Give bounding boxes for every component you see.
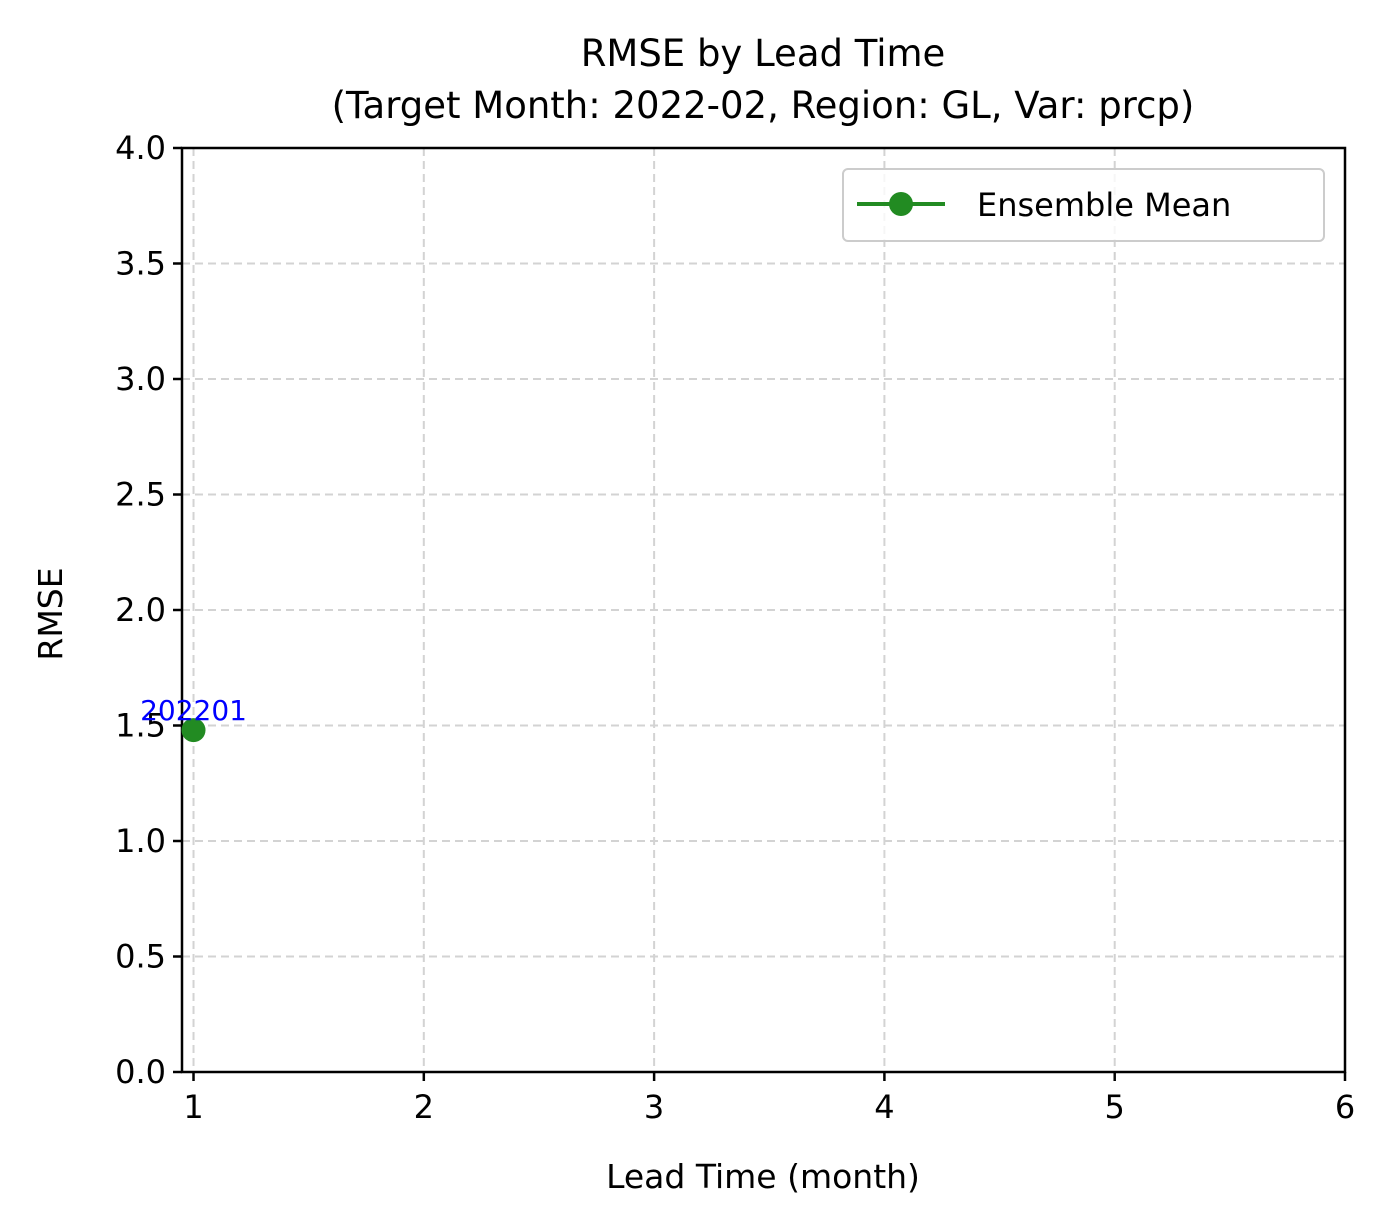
y-tick-label-1.5: 1.5 [115,707,166,745]
legend-label-ensemble-mean: Ensemble Mean [977,186,1231,224]
x-tick-label-5: 5 [1105,1088,1125,1126]
x-tick-label-3: 3 [644,1088,664,1126]
data-label-0-0: 202201 [140,694,247,727]
chart-title: RMSE by Lead Time [581,32,946,75]
x-tick-label-4: 4 [874,1088,894,1126]
x-tick-label-6: 6 [1335,1088,1355,1126]
y-tick-label-4.0: 4.0 [115,129,166,167]
x-tick-label-1: 1 [183,1088,203,1126]
tick-marks: 1 2 3 4 5 6 0.0 0.5 1.0 1.5 2.0 2.5 3.0 3.5 4.0 [115,129,1355,1126]
x-axis-label: Lead Time (month) [606,1157,920,1196]
y-axis-label: RMSE [31,567,70,660]
y-tick-label-0.5: 0.5 [115,938,166,976]
data-series: 202201 [140,694,247,743]
y-tick-label-2.0: 2.0 [115,591,166,629]
legend-box [842,168,1325,242]
y-tick-label-3.5: 3.5 [115,245,166,283]
y-tick-label-1.0: 1.0 [115,822,166,860]
x-tick-label-2: 2 [414,1088,434,1126]
chart-subtitle: (Target Month: 2022-02, Region: GL, Var:… [332,84,1195,127]
legend: Ensemble Mean [842,168,1325,242]
y-tick-label-3.0: 3.0 [115,360,166,398]
y-tick-label-0.0: 0.0 [115,1053,166,1091]
legend-marker-sample [889,192,913,216]
data-point-0-0 [181,718,206,743]
y-tick-label-2.5: 2.5 [115,476,166,514]
